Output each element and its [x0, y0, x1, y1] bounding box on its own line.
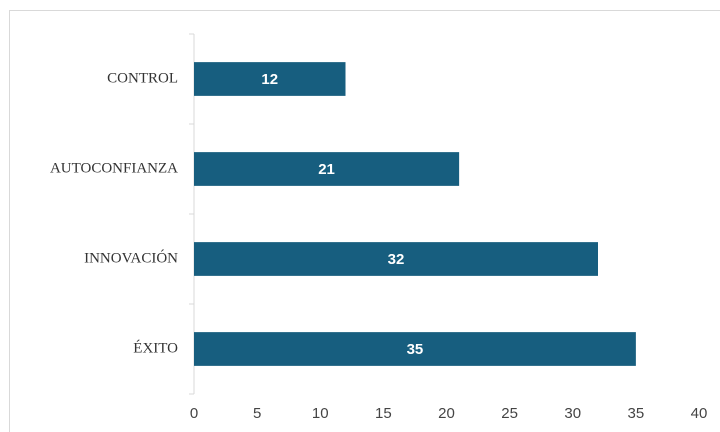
y-tick-label: ÉXITO [133, 339, 178, 356]
data-label: 21 [318, 161, 335, 178]
x-tick-label: 25 [501, 405, 518, 422]
y-tick-label: INNOVACIÓN [84, 249, 178, 266]
bar [194, 152, 460, 186]
x-tick-label: 30 [564, 405, 581, 422]
data-label: 35 [407, 341, 424, 358]
bar [194, 332, 636, 366]
data-label: 32 [388, 251, 405, 268]
y-tick-label: AUTOCONFIANZA [50, 160, 178, 176]
bar [194, 242, 598, 276]
x-tick-label: 20 [438, 405, 455, 422]
y-tick-label: CONTROL [107, 70, 178, 86]
x-tick-label: 35 [628, 405, 645, 422]
chart-border [9, 10, 720, 432]
x-tick-label: 10 [312, 405, 329, 422]
data-label: 12 [261, 71, 278, 88]
bar [194, 62, 346, 96]
x-tick-label: 5 [253, 405, 261, 422]
x-tick-label: 40 [691, 405, 708, 422]
x-tick-label: 0 [190, 405, 198, 422]
x-tick-label: 15 [375, 405, 392, 422]
